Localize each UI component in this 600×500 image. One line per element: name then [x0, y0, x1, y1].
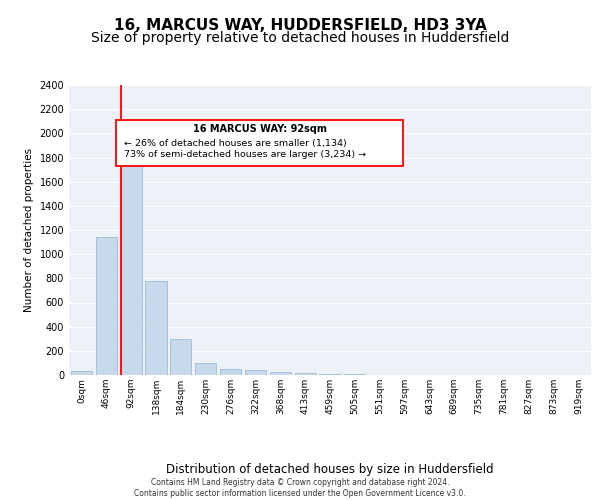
FancyBboxPatch shape [116, 120, 403, 166]
Bar [121, 137, 142, 375]
Bar [170, 339, 191, 375]
Bar [220, 369, 241, 375]
Text: 73% of semi-detached houses are larger (3,234) →: 73% of semi-detached houses are larger (… [124, 150, 366, 159]
Bar [245, 370, 266, 375]
Text: 16 MARCUS WAY: 92sqm: 16 MARCUS WAY: 92sqm [193, 124, 326, 134]
Text: 16, MARCUS WAY, HUDDERSFIELD, HD3 3YA: 16, MARCUS WAY, HUDDERSFIELD, HD3 3YA [113, 18, 487, 32]
Bar [195, 363, 216, 375]
Text: ← 26% of detached houses are smaller (1,134): ← 26% of detached houses are smaller (1,… [124, 138, 347, 147]
Bar [71, 372, 92, 375]
Text: Contains HM Land Registry data © Crown copyright and database right 2024.
Contai: Contains HM Land Registry data © Crown c… [134, 478, 466, 498]
Y-axis label: Number of detached properties: Number of detached properties [24, 148, 34, 312]
Text: Size of property relative to detached houses in Huddersfield: Size of property relative to detached ho… [91, 31, 509, 45]
Bar [145, 281, 167, 375]
Bar [319, 374, 341, 375]
Bar [96, 238, 117, 375]
Bar [344, 374, 365, 375]
Bar [295, 372, 316, 375]
Bar [270, 372, 291, 375]
X-axis label: Distribution of detached houses by size in Huddersfield: Distribution of detached houses by size … [166, 463, 494, 476]
